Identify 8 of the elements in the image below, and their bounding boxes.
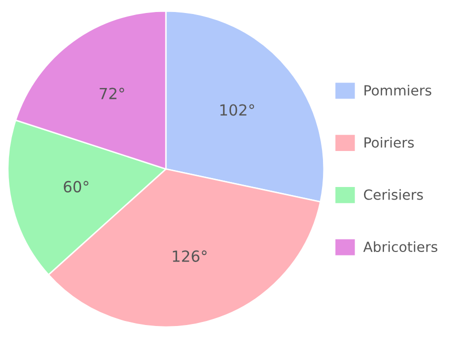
legend-label: Abricotiers	[363, 241, 438, 252]
legend-label: Cerisiers	[364, 189, 423, 200]
data-label: 72°	[100, 88, 124, 100]
data-label: 60°	[64, 180, 88, 192]
legend-label: Poiriers	[364, 136, 414, 148]
data-label: 126°	[172, 250, 207, 262]
data-label: 102°	[220, 104, 254, 116]
legend-label: Pommiers	[364, 84, 432, 96]
